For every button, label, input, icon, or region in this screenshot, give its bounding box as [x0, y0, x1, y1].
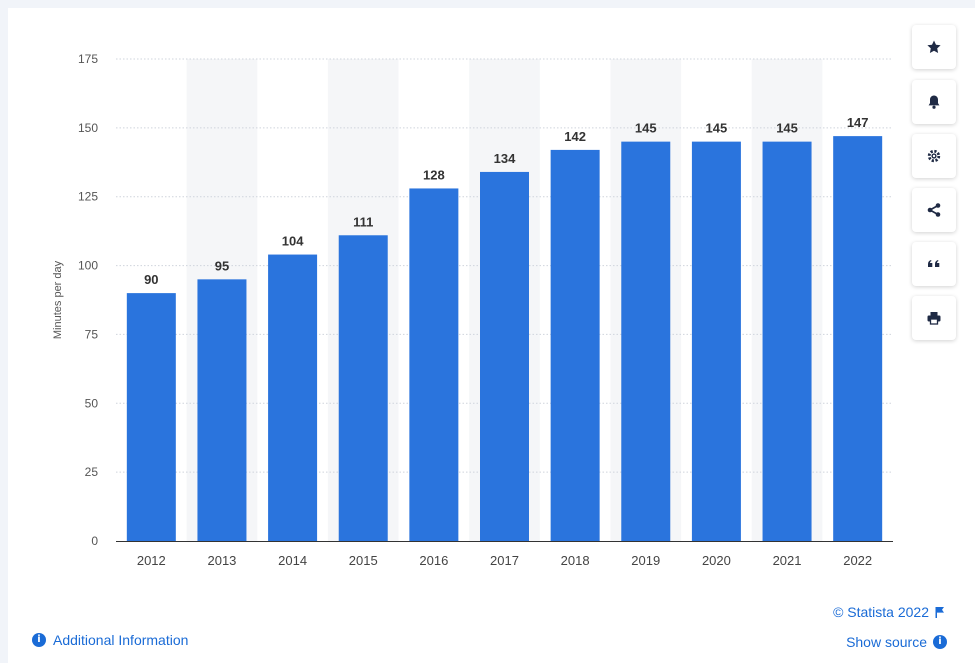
- x-tick-label: 2022: [843, 553, 872, 568]
- data-label: 128: [423, 167, 445, 182]
- notification-button[interactable]: [912, 80, 956, 124]
- bar: [833, 136, 883, 541]
- bar: [691, 141, 741, 541]
- x-tick-label: 2019: [631, 553, 660, 568]
- data-label: 145: [635, 121, 657, 136]
- bar: [621, 141, 671, 541]
- x-tick-label: 2020: [702, 553, 731, 568]
- settings-button[interactable]: [912, 134, 956, 178]
- favorite-button[interactable]: [912, 25, 956, 69]
- bar: [480, 171, 529, 541]
- x-tick-label: 2014: [278, 553, 307, 568]
- x-tick-label: 2018: [561, 553, 590, 568]
- print-icon: [927, 312, 941, 325]
- additional-information-label: Additional Information: [53, 632, 189, 648]
- bar: [550, 149, 600, 542]
- y-tick-label: 100: [78, 259, 98, 273]
- y-tick-label: 125: [78, 190, 98, 204]
- bar: [197, 279, 247, 541]
- data-label: 134: [494, 151, 516, 166]
- quote-icon: [928, 260, 940, 267]
- x-tick-label: 2013: [207, 553, 236, 568]
- x-tick-label: 2015: [349, 553, 378, 568]
- y-tick-label: 150: [78, 121, 98, 135]
- bar-chart: 0 25 50 75 100 125 150 175 Minutes per day 90 2012…: [52, 52, 893, 568]
- x-tick-label: 2017: [490, 553, 519, 568]
- bar: [268, 254, 318, 541]
- show-source-link[interactable]: Show source i: [846, 633, 947, 651]
- print-button[interactable]: [912, 296, 956, 340]
- y-tick-label: 75: [85, 327, 99, 341]
- data-label: 142: [564, 129, 586, 144]
- bar: [409, 188, 459, 542]
- x-tick-label: 2016: [419, 553, 448, 568]
- additional-information-link[interactable]: i Additional Information: [32, 630, 188, 650]
- y-tick-label: 0: [91, 534, 98, 548]
- share-icon: [927, 203, 941, 217]
- cite-button[interactable]: [912, 242, 956, 286]
- y-tick-label: 175: [78, 52, 98, 66]
- bar: [338, 235, 388, 541]
- statista-credit: © Statista 2022: [833, 603, 945, 621]
- gear-icon: [927, 149, 941, 163]
- data-label: 95: [215, 258, 229, 273]
- data-label: 145: [706, 121, 728, 136]
- bar: [126, 293, 176, 541]
- y-tick-label: 50: [85, 396, 99, 410]
- y-axis-title: Minutes per day: [52, 260, 64, 339]
- share-button[interactable]: [912, 188, 956, 232]
- data-label: 104: [282, 234, 304, 249]
- chart-card: 0 25 50 75 100 125 150 175 Minutes per day 90 2012…: [8, 8, 975, 663]
- flag-icon: [935, 607, 944, 618]
- x-tick-label: 2012: [137, 553, 166, 568]
- data-label: 145: [776, 121, 798, 136]
- data-label: 90: [144, 272, 158, 287]
- source-info-icon: i: [933, 635, 947, 649]
- data-label: 111: [353, 214, 373, 229]
- bar: [762, 141, 812, 541]
- bell-icon: [928, 95, 940, 109]
- x-tick-label: 2021: [773, 553, 802, 568]
- data-label: 147: [847, 115, 869, 130]
- y-tick-label: 25: [85, 465, 99, 479]
- star-icon: [927, 40, 941, 53]
- show-source-label: Show source: [846, 634, 927, 650]
- info-icon: i: [32, 633, 46, 647]
- credit-text: © Statista 2022: [833, 604, 929, 620]
